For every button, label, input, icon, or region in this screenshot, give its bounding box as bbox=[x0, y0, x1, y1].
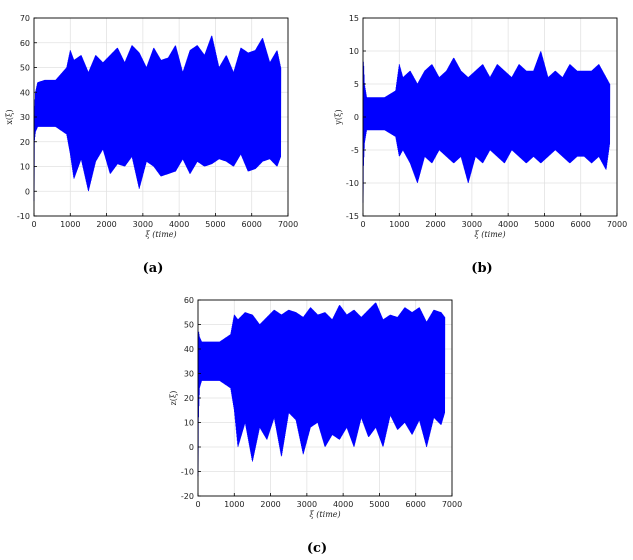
y-tick-label: 70 bbox=[20, 14, 30, 23]
x-tick-label: 4000 bbox=[498, 220, 518, 229]
x-tick-label: 3000 bbox=[133, 220, 153, 229]
x-tick-label: 0 bbox=[195, 500, 200, 509]
y-tick-label: 10 bbox=[184, 419, 194, 428]
y-tick-label: 50 bbox=[20, 64, 30, 73]
x-tick-label: 6000 bbox=[406, 500, 426, 509]
y-tick-label: -5 bbox=[351, 146, 359, 155]
y-tick-label: 40 bbox=[20, 88, 30, 97]
panel-label: (b) bbox=[471, 261, 492, 276]
y-tick-label: 10 bbox=[20, 163, 30, 172]
y-tick-label: 5 bbox=[354, 80, 359, 89]
x-tick-label: 2000 bbox=[425, 220, 445, 229]
x-tick-label: 0 bbox=[360, 220, 365, 229]
y-tick-label: 60 bbox=[20, 39, 30, 48]
y-tick-label: 0 bbox=[189, 443, 194, 452]
x-tick-label: 6000 bbox=[571, 220, 591, 229]
x-tick-label: 5000 bbox=[534, 220, 554, 229]
y-axis-label: z(ξ) bbox=[169, 391, 178, 406]
x-tick-label: 3000 bbox=[462, 220, 482, 229]
data-series-line bbox=[197, 302, 446, 477]
x-tick-label: 1000 bbox=[224, 500, 244, 509]
x-axis-label-unit: (time) bbox=[152, 230, 176, 239]
x-axis-label-symbol: ξ bbox=[474, 230, 481, 239]
y-axis-label: x(ξ) bbox=[5, 109, 14, 124]
y-tick-label: -10 bbox=[17, 212, 30, 221]
x-tick-label: 1000 bbox=[60, 220, 80, 229]
y-tick-label: 60 bbox=[184, 296, 194, 305]
data-series-line bbox=[33, 35, 282, 202]
x-axis-label-symbol: ξ bbox=[145, 230, 152, 239]
x-tick-label: 2000 bbox=[260, 500, 280, 509]
chart-panel-1: 0 1000 2000 3000 4000 5000 6000 7000-1001020304… bbox=[5, 14, 298, 276]
x-tick-label: 5000 bbox=[369, 500, 389, 509]
y-tick-label: -15 bbox=[346, 212, 359, 221]
y-tick-label: 0 bbox=[25, 187, 30, 196]
x-tick-label: 1000 bbox=[389, 220, 409, 229]
x-axis-label: ξ (time) bbox=[145, 230, 176, 239]
y-tick-label: -20 bbox=[181, 492, 194, 501]
x-tick-label: 5000 bbox=[205, 220, 225, 229]
x-axis-label-unit: (time) bbox=[316, 510, 340, 519]
y-tick-label: 30 bbox=[184, 370, 194, 379]
x-tick-label: 0 bbox=[31, 220, 36, 229]
y-tick-label: 10 bbox=[349, 47, 359, 56]
y-tick-label: 15 bbox=[349, 14, 359, 23]
y-axis-label: y(ξ) bbox=[334, 109, 343, 125]
x-tick-label: 6000 bbox=[242, 220, 262, 229]
y-tick-label: -10 bbox=[181, 468, 194, 477]
panel-label: (c) bbox=[307, 541, 327, 556]
x-tick-label: 4000 bbox=[333, 500, 353, 509]
x-tick-label: 3000 bbox=[297, 500, 317, 509]
panel-label: (a) bbox=[143, 261, 164, 276]
chart-panel-2: 0 1000 2000 3000 4000 5000 6000 7000 -15 -10 -5 0 5 1… bbox=[334, 14, 627, 276]
y-tick-label: 20 bbox=[20, 138, 30, 147]
y-tick-label: 0 bbox=[354, 113, 359, 122]
x-axis-label: ξ (time) bbox=[474, 230, 505, 239]
y-tick-label: 40 bbox=[184, 345, 194, 354]
chart-panel-3: 0 1000 2000 3000 4000 5000 6000 7000 -20 -10 0 10 20… bbox=[169, 296, 462, 556]
x-axis-label-unit: (time) bbox=[481, 230, 505, 239]
y-tick-label: 20 bbox=[184, 394, 194, 403]
x-tick-label: 7000 bbox=[278, 220, 298, 229]
data-series-line bbox=[362, 51, 611, 203]
x-tick-label: 7000 bbox=[442, 500, 462, 509]
x-tick-label: 4000 bbox=[169, 220, 189, 229]
x-axis-label: ξ (time) bbox=[309, 510, 340, 519]
y-tick-label: 50 bbox=[184, 321, 194, 330]
x-tick-label: 7000 bbox=[607, 220, 627, 229]
y-tick-label: 30 bbox=[20, 113, 30, 122]
y-tick-label: -10 bbox=[346, 179, 359, 188]
x-axis-label-symbol: ξ bbox=[309, 510, 316, 519]
x-tick-label: 2000 bbox=[96, 220, 116, 229]
